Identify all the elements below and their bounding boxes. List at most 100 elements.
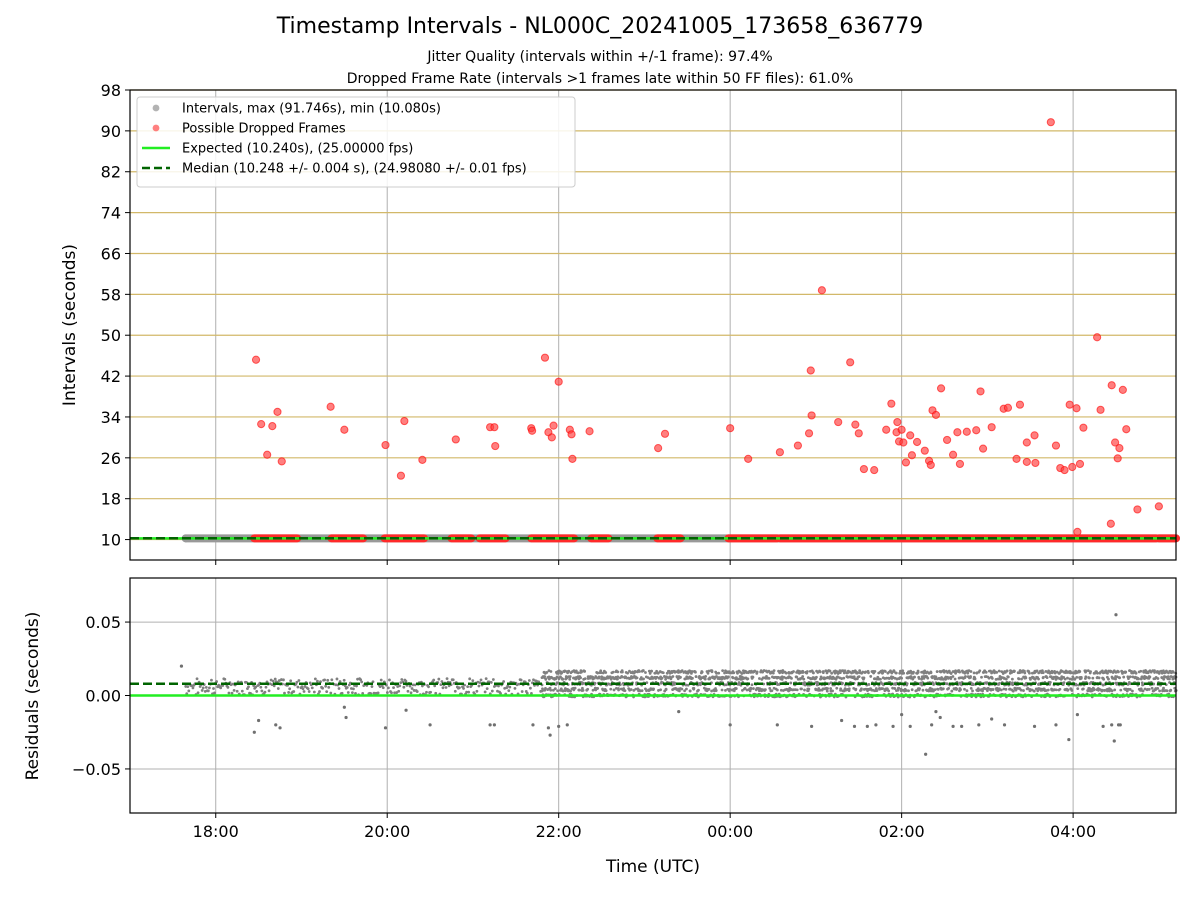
residual-point-dense-1591 bbox=[949, 675, 953, 679]
residual-point-dense-16 bbox=[544, 677, 548, 681]
residual-outlier-12 bbox=[531, 723, 535, 727]
residual-point-dense-52 bbox=[553, 687, 557, 691]
residual-point-dense-1501 bbox=[926, 676, 930, 680]
residual-point-dense-1253 bbox=[862, 676, 866, 680]
residual-point-dense-1978 bbox=[1048, 680, 1052, 684]
residual-point-dense-2243 bbox=[1117, 670, 1120, 674]
residual-point-dense-1032 bbox=[805, 670, 809, 673]
residual-point-dense-1166 bbox=[840, 677, 844, 680]
residual-point-sparse-273 bbox=[465, 690, 469, 694]
residual-point-sparse-77 bbox=[263, 690, 267, 694]
residual-point-dense-390 bbox=[640, 689, 644, 693]
residual-point-dense-560 bbox=[684, 683, 688, 687]
residual-point-dense-2031 bbox=[1062, 681, 1066, 685]
residual-point-sparse-222 bbox=[412, 689, 416, 692]
top-ytick-label-11: 98 bbox=[101, 81, 121, 100]
top-ytick-label-2: 26 bbox=[101, 449, 121, 468]
residual-point-dense-2185 bbox=[1102, 677, 1106, 681]
residual-point-dense-1731 bbox=[985, 682, 989, 685]
dropped-frame-point-88 bbox=[1096, 405, 1105, 414]
residual-point-dense-1710 bbox=[980, 675, 983, 679]
residual-outlier-5 bbox=[342, 705, 346, 709]
residual-point-sparse-50 bbox=[235, 689, 239, 693]
residual-point-sparse-202 bbox=[392, 686, 395, 690]
residual-point-sparse-55 bbox=[240, 689, 244, 693]
residual-point-dense-150 bbox=[579, 676, 582, 680]
residual-point-dense-2433 bbox=[1165, 689, 1169, 693]
residual-outlier-24 bbox=[874, 723, 878, 727]
residual-point-dense-822 bbox=[752, 687, 755, 690]
residual-point-dense-349 bbox=[629, 688, 633, 691]
residual-point-sparse-230 bbox=[420, 684, 424, 688]
residual-point-dense-2035 bbox=[1063, 677, 1067, 681]
residual-point-dense-1458 bbox=[915, 689, 919, 692]
dropped-frame-point-24 bbox=[567, 430, 576, 439]
residual-point-dense-1524 bbox=[932, 683, 935, 686]
residual-point-sparse-242 bbox=[433, 684, 437, 688]
residual-point-dense-1970 bbox=[1046, 688, 1050, 692]
dropped-frame-point-32 bbox=[793, 441, 802, 450]
residual-point-dense-1014 bbox=[801, 675, 805, 678]
residual-outlier-27 bbox=[908, 724, 912, 728]
residual-point-sparse-198 bbox=[388, 678, 391, 682]
residual-point-dense-1971 bbox=[1047, 669, 1051, 673]
residual-point-dense-294 bbox=[616, 677, 619, 681]
residual-point-dense-1610 bbox=[954, 670, 958, 674]
residual-point-sparse-220 bbox=[410, 687, 414, 690]
dropped-frame-point-96 bbox=[1133, 505, 1142, 514]
residual-point-dense-483 bbox=[664, 677, 668, 681]
dropped-frame-point-12 bbox=[451, 435, 460, 444]
residual-point-dense-731 bbox=[727, 689, 731, 693]
residual-point-dense-1272 bbox=[867, 683, 871, 686]
residual-outlier-6 bbox=[344, 715, 348, 720]
residual-point-dense-1645 bbox=[963, 687, 966, 691]
residual-point-dense-1680 bbox=[972, 671, 976, 675]
dropped-frame-point-7 bbox=[340, 425, 349, 434]
residual-point-sparse-110 bbox=[297, 679, 301, 682]
residual-point-sparse-22 bbox=[206, 689, 210, 693]
residual-point-sparse-90 bbox=[276, 687, 280, 690]
residual-point-sparse-125 bbox=[312, 690, 316, 694]
residual-point-dense-1147 bbox=[835, 686, 839, 690]
residual-point-sparse-276 bbox=[468, 677, 472, 681]
residual-point-dense-557 bbox=[683, 689, 687, 693]
residual-point-sparse-139 bbox=[327, 686, 331, 689]
residual-point-dense-647 bbox=[706, 671, 710, 675]
residual-point-dense-894 bbox=[770, 689, 774, 693]
residual-point-dense-72 bbox=[559, 675, 562, 679]
dropped-frame-point-44 bbox=[887, 399, 896, 408]
residual-outlier-34 bbox=[977, 723, 981, 727]
dropped-frame-point-63 bbox=[955, 459, 965, 469]
residual-point-dense-2204 bbox=[1107, 677, 1110, 681]
residual-point-dense-799 bbox=[745, 688, 749, 692]
dropped-frame-point-74 bbox=[1022, 438, 1031, 447]
residual-point-dense-2383 bbox=[1153, 669, 1156, 673]
residual-point-sparse-81 bbox=[267, 689, 271, 693]
residual-outlier-35 bbox=[990, 717, 994, 721]
residual-point-dense-1382 bbox=[895, 677, 899, 681]
dropped-frame-point-28 bbox=[660, 429, 670, 438]
residual-point-sparse-182 bbox=[371, 680, 375, 684]
residual-point-dense-2263 bbox=[1122, 675, 1126, 679]
residual-point-sparse-274 bbox=[466, 685, 470, 689]
residual-point-sparse-219 bbox=[409, 691, 413, 695]
residual-point-dense-396 bbox=[642, 677, 645, 681]
residual-point-sparse-96 bbox=[283, 691, 286, 695]
residual-point-dense-1196 bbox=[847, 687, 851, 691]
residual-point-dense-1399 bbox=[900, 676, 903, 680]
bottom-xtick-label-1: 20:00 bbox=[364, 822, 410, 841]
dropped-frame-point-26 bbox=[585, 427, 594, 436]
residual-point-dense-1838 bbox=[1013, 669, 1016, 673]
residual-outlier-43 bbox=[1112, 739, 1116, 743]
residual-point-dense-1022 bbox=[803, 688, 806, 692]
residual-point-dense-2200 bbox=[1106, 671, 1109, 675]
residual-point-sparse-326 bbox=[519, 678, 523, 682]
residual-point-dense-462 bbox=[659, 688, 662, 692]
dropped-frame-point-20 bbox=[547, 433, 556, 442]
residual-point-sparse-115 bbox=[302, 690, 306, 693]
residual-point-sparse-11 bbox=[195, 677, 199, 681]
residual-point-sparse-234 bbox=[425, 690, 428, 694]
residual-point-dense-160 bbox=[581, 688, 585, 692]
residual-point-sparse-83 bbox=[269, 678, 273, 682]
residual-point-dense-611 bbox=[697, 688, 700, 692]
